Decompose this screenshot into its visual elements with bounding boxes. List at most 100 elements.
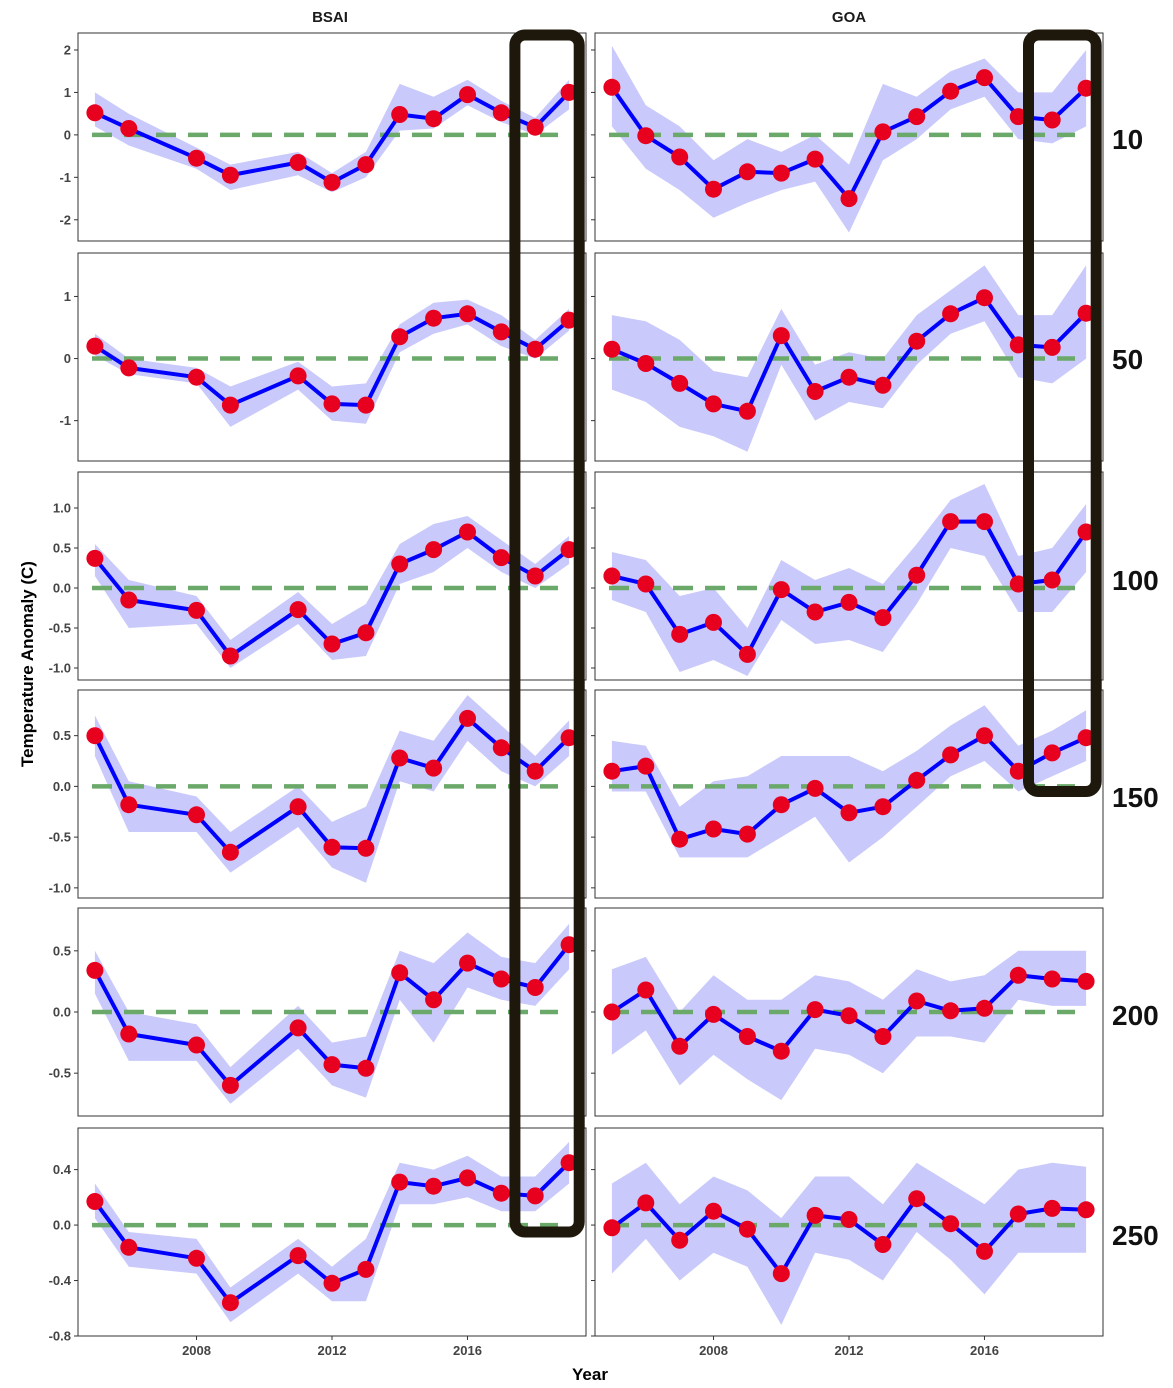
data-point [324,174,341,191]
data-point [527,341,544,358]
data-point [874,1028,891,1045]
data-point [493,549,510,566]
data-point [908,1190,925,1207]
data-point [841,190,858,207]
data-point [739,826,756,843]
panel-goa-200 [591,908,1103,1116]
data-point [222,1294,239,1311]
data-point [188,1250,205,1267]
data-point [603,1219,620,1236]
data-point [1044,339,1061,356]
data-point [1044,1200,1061,1217]
data-point [459,305,476,322]
data-point [459,86,476,103]
data-point [773,581,790,598]
data-point [773,796,790,813]
data-point [324,1275,341,1292]
data-point [739,1221,756,1238]
data-point [1044,971,1061,988]
data-point [1010,1206,1027,1223]
x-tick-label: 2016 [970,1343,999,1358]
data-point [391,106,408,123]
y-tick-label: 2 [64,42,71,57]
data-point [222,397,239,414]
data-point [86,1193,103,1210]
data-point [1044,572,1061,589]
data-point [120,1026,137,1043]
data-point [527,568,544,585]
data-point [1010,967,1027,984]
y-tick-label: -0.5 [49,1066,71,1081]
y-tick-label: 0.0 [53,581,71,596]
data-point [290,1019,307,1036]
data-point [391,556,408,573]
data-point [222,844,239,861]
data-point [1044,744,1061,761]
data-point [222,167,239,184]
data-point [671,1038,688,1055]
y-tick-label: -0.5 [49,830,71,845]
data-point [603,763,620,780]
data-point [976,1243,993,1260]
data-point [773,165,790,182]
data-point [493,971,510,988]
row-label-depth-200: 200 [1112,1000,1159,1031]
data-point [603,341,620,358]
data-point [976,513,993,530]
data-point [425,1178,442,1195]
data-point [459,710,476,727]
data-point [705,821,722,838]
x-axis-title: Year [572,1365,608,1384]
data-point [290,798,307,815]
panel-bsai-150: -1.0-0.50.00.5 [49,690,586,898]
data-point [357,397,374,414]
data-point [841,804,858,821]
data-point [86,104,103,121]
data-point [603,1004,620,1021]
y-tick-label: -1.0 [49,661,71,676]
data-point [391,328,408,345]
data-point [290,601,307,618]
panel-bsai-50: -101 [59,253,586,461]
x-tick-label: 2012 [318,1343,347,1358]
data-point [874,123,891,140]
y-tick-label: -1 [59,413,71,428]
data-point [942,83,959,100]
data-point [1078,1201,1095,1218]
data-point [739,1028,756,1045]
data-point [874,609,891,626]
y-tick-label: -0.5 [49,621,71,636]
row-label-depth-10: 10 [1112,124,1143,155]
data-point [773,1043,790,1060]
data-point [908,993,925,1010]
data-point [527,119,544,136]
data-point [705,1006,722,1023]
panel-bsai-10: -2 -1 0 1 2 [59,33,586,241]
data-point [391,964,408,981]
data-point [222,1077,239,1094]
data-point [976,289,993,306]
data-point [671,831,688,848]
data-point [425,310,442,327]
panel-bsai-250: -0.8-0.40.00.42008 2012 2016 [49,1128,586,1358]
data-point [527,763,544,780]
data-point [807,1207,824,1224]
data-point [773,327,790,344]
data-point [188,1037,205,1054]
data-point [637,758,654,775]
data-point [120,120,137,137]
data-point [493,104,510,121]
data-point [841,1007,858,1024]
data-point [324,636,341,653]
data-point [841,594,858,611]
y-tick-label: 0.5 [53,728,71,743]
data-point [1044,112,1061,129]
data-point [671,149,688,166]
data-point [705,181,722,198]
y-tick-label: 1 [64,85,71,100]
y-tick-label: 1.0 [53,501,71,516]
y-tick-label: 0.4 [53,1162,72,1177]
data-point [942,1002,959,1019]
data-point [807,1001,824,1018]
